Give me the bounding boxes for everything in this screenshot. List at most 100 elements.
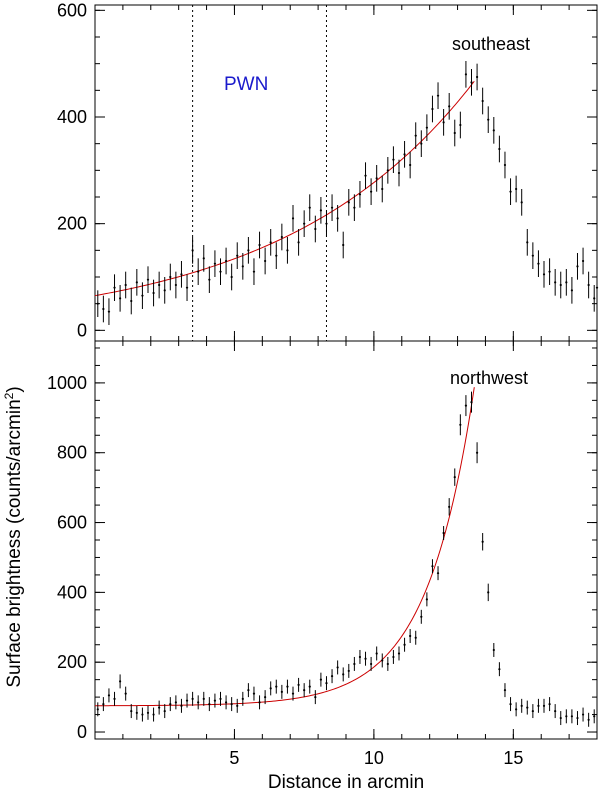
x-axis-label: Distance in arcmin — [268, 772, 424, 792]
northwest-data-point — [526, 706, 529, 709]
southeast-data-point — [107, 310, 111, 313]
southeast-data-point — [492, 129, 495, 132]
southeast-data-point — [375, 177, 378, 180]
southeast-data-point — [185, 286, 189, 289]
southeast-data-point — [191, 249, 194, 252]
southeast-data-point — [436, 94, 440, 97]
northwest-fit-line — [95, 387, 475, 707]
northwest-data-point — [152, 713, 155, 716]
northwest-data-point — [587, 718, 590, 721]
northwest-data-point — [191, 697, 194, 700]
southeast-data-point — [297, 241, 300, 244]
northwest-data-point — [258, 701, 261, 704]
northwest-data-point — [96, 708, 99, 711]
northwest-data-point — [336, 666, 339, 669]
northwest-panel-frame — [94, 340, 598, 740]
southeast-data-point — [197, 270, 200, 273]
southeast-data-point — [308, 206, 311, 209]
northwest-data-point — [392, 655, 395, 659]
southeast-data-point — [314, 227, 317, 231]
northwest-data-point — [113, 697, 116, 700]
southeast-data-point — [397, 171, 401, 175]
northwest-data-point — [213, 699, 217, 702]
northwest-data-point — [130, 709, 133, 713]
northwest-data-point — [230, 702, 233, 706]
northwest-fit-curve — [95, 387, 475, 707]
northwest-y-tick-label: 0 — [77, 722, 87, 742]
northwest-data-point — [219, 697, 222, 700]
northwest-data-point — [397, 652, 401, 655]
pwn-annotation: PWN — [224, 74, 268, 95]
southeast-data-point — [515, 187, 518, 191]
northwest-data-point — [370, 662, 373, 666]
northwest-data-point — [202, 697, 205, 700]
southeast-data-point — [526, 241, 529, 244]
northwest-data-point — [470, 400, 473, 404]
southeast-data-point — [208, 278, 211, 281]
southeast-data-point — [347, 201, 350, 204]
northwest-data-point — [163, 709, 166, 713]
southeast-data-point — [241, 265, 244, 268]
southeast-data-point — [236, 254, 239, 257]
northwest-data-point — [158, 706, 161, 709]
northwest-data-point — [169, 702, 172, 706]
northwest-data-point — [353, 662, 356, 666]
southeast-data-point — [291, 217, 295, 220]
southeast-data-point — [286, 249, 289, 252]
northwest-data-point — [247, 689, 250, 692]
southeast-data-point — [370, 190, 373, 193]
northwest-data-point — [330, 675, 334, 678]
northwest-data-point — [576, 716, 579, 720]
northwest-data-point — [520, 704, 523, 707]
southeast-data-point — [325, 222, 328, 225]
northwest-data-point — [481, 540, 484, 543]
southeast-fit-curve — [94, 80, 475, 297]
southeast-data-point — [409, 163, 412, 167]
northwest-data-point — [124, 692, 127, 695]
northwest-y-tick-label: 400 — [57, 582, 87, 602]
northwest-data-point — [570, 715, 574, 718]
southeast-data-point — [319, 209, 322, 212]
southeast-data-point — [554, 281, 557, 284]
southeast-y-tick-label: 600 — [57, 0, 87, 20]
northwest-data-point — [291, 692, 295, 695]
northwest-data-point — [141, 713, 144, 716]
northwest-data-point — [448, 505, 451, 508]
southeast-data-point — [587, 283, 590, 287]
northwest-data-point — [565, 715, 568, 718]
southeast-data-point — [119, 297, 122, 300]
southeast-data-point — [213, 262, 217, 265]
southeast-data-point — [202, 257, 205, 260]
southeast-data-point — [453, 131, 456, 135]
northwest-data-point — [325, 682, 328, 685]
southeast-data-point — [258, 243, 261, 247]
northwest-y-tick-label: 200 — [57, 652, 87, 672]
southeast-data-point — [386, 169, 389, 172]
southeast-data-point — [420, 142, 423, 145]
southeast-data-point — [102, 307, 105, 311]
y-axis-label: Surface brightness (counts/arcmin2) — [2, 386, 25, 687]
northwest-data-point — [224, 701, 228, 704]
northwest-data-point — [358, 655, 362, 659]
southeast-panel-label: southeast — [452, 34, 530, 54]
northwest-data-point — [442, 531, 445, 535]
northwest-data-point — [146, 711, 150, 714]
southeast-data-point — [247, 249, 250, 252]
southeast-data-point — [487, 118, 490, 121]
southeast-data-point — [414, 134, 417, 137]
northwest-data-point — [581, 713, 585, 716]
northwest-data-point — [364, 657, 367, 660]
southeast-data-point — [364, 174, 367, 177]
northwest-y-tick-label: 600 — [57, 513, 87, 533]
southeast-data-point — [593, 297, 596, 300]
southeast-data-point — [336, 217, 339, 220]
northwest-data-point — [498, 668, 501, 671]
southeast-data-point — [141, 294, 144, 297]
northwest-data-point — [303, 689, 306, 692]
southeast-data-point — [158, 283, 161, 287]
northwest-data-point — [107, 694, 111, 697]
northwest-data-point — [308, 685, 311, 688]
northwest-data-point — [280, 690, 283, 693]
northwest-axes: 0 200 400 600 800 1000 5 10 15 — [47, 341, 597, 768]
northwest-data-point — [431, 565, 434, 568]
